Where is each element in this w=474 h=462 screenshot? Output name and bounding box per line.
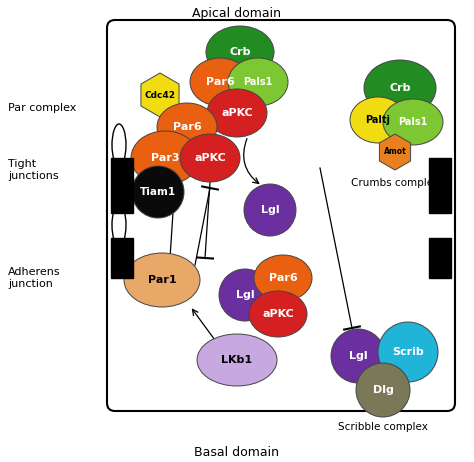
Text: Tiam1: Tiam1 xyxy=(140,187,176,197)
Ellipse shape xyxy=(112,124,126,166)
Text: LKb1: LKb1 xyxy=(221,355,253,365)
Ellipse shape xyxy=(197,334,277,386)
Ellipse shape xyxy=(207,89,267,137)
Text: Cdc42: Cdc42 xyxy=(145,91,175,99)
Circle shape xyxy=(132,166,184,218)
Text: Lgl: Lgl xyxy=(261,205,279,215)
Ellipse shape xyxy=(206,26,274,78)
Text: Pals1: Pals1 xyxy=(243,77,273,87)
Bar xyxy=(429,158,451,213)
Polygon shape xyxy=(379,134,410,170)
Text: Crb: Crb xyxy=(389,83,411,93)
FancyBboxPatch shape xyxy=(107,20,455,411)
Bar xyxy=(429,238,451,278)
Text: Par complex: Par complex xyxy=(8,103,76,113)
Ellipse shape xyxy=(350,97,406,143)
Circle shape xyxy=(356,363,410,417)
Circle shape xyxy=(219,269,271,321)
Ellipse shape xyxy=(364,60,436,116)
Bar xyxy=(111,158,133,213)
Ellipse shape xyxy=(190,58,250,106)
Text: Par6: Par6 xyxy=(173,122,201,132)
Ellipse shape xyxy=(249,291,307,337)
Text: Par3: Par3 xyxy=(151,153,179,163)
Ellipse shape xyxy=(383,99,443,145)
Ellipse shape xyxy=(254,255,312,301)
Circle shape xyxy=(331,329,385,383)
Text: Crumbs complex: Crumbs complex xyxy=(351,178,439,188)
Text: aPKC: aPKC xyxy=(194,153,226,163)
Text: Paltj: Paltj xyxy=(365,115,391,125)
Ellipse shape xyxy=(131,131,199,185)
Text: Par6: Par6 xyxy=(269,273,297,283)
Text: Amot: Amot xyxy=(383,147,406,157)
Text: Pals1: Pals1 xyxy=(398,117,428,127)
Bar xyxy=(111,238,133,278)
Text: Adherens
junction: Adherens junction xyxy=(8,267,61,289)
Ellipse shape xyxy=(228,58,288,106)
Text: Scribble complex: Scribble complex xyxy=(338,422,428,432)
Text: Lgl: Lgl xyxy=(236,290,255,300)
Text: Apical domain: Apical domain xyxy=(192,7,282,20)
Text: Scrib: Scrib xyxy=(392,347,424,357)
Circle shape xyxy=(378,322,438,382)
Text: Dlg: Dlg xyxy=(373,385,393,395)
Text: Par6: Par6 xyxy=(206,77,234,87)
Text: Tight
junctions: Tight junctions xyxy=(8,159,59,181)
Text: Lgl: Lgl xyxy=(349,351,367,361)
Text: Par1: Par1 xyxy=(148,275,176,285)
Text: Basal domain: Basal domain xyxy=(194,445,280,458)
Ellipse shape xyxy=(180,134,240,182)
Ellipse shape xyxy=(124,253,200,307)
Text: aPKC: aPKC xyxy=(262,309,294,319)
Circle shape xyxy=(244,184,296,236)
Ellipse shape xyxy=(157,103,217,151)
Polygon shape xyxy=(141,73,179,117)
Text: aPKC: aPKC xyxy=(221,108,253,118)
Ellipse shape xyxy=(112,204,126,246)
Text: Crb: Crb xyxy=(229,47,251,57)
